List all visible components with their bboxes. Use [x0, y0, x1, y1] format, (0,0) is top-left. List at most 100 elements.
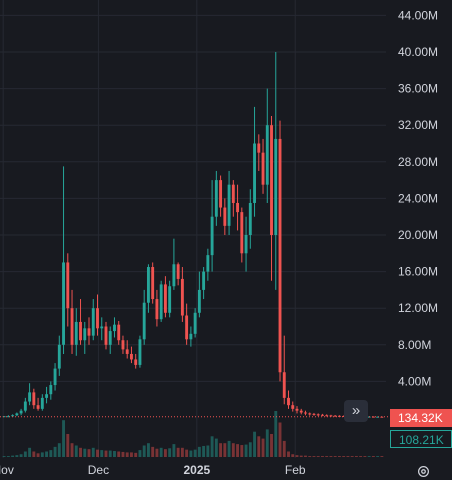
candle-body	[87, 328, 91, 336]
volume-bar	[274, 411, 278, 457]
volume-bar	[287, 451, 290, 457]
candle-body	[125, 349, 129, 354]
volume-bar	[329, 456, 333, 457]
volume-bar	[172, 444, 176, 457]
volume-bar	[240, 445, 244, 457]
candle-body	[2, 416, 6, 418]
y-tick-label: 24.00M	[398, 191, 438, 205]
candle-body	[66, 262, 70, 309]
volume-bar	[104, 450, 108, 457]
y-tick-label: 8.00M	[398, 338, 431, 352]
volume-bar	[32, 451, 36, 457]
candle-body	[295, 408, 299, 411]
volume-bar	[299, 455, 303, 457]
candle-body	[227, 184, 231, 226]
candle-body	[265, 125, 269, 185]
candle-body	[83, 328, 87, 341]
candle-body	[138, 339, 142, 365]
volume-bar	[176, 447, 180, 457]
candle-body	[172, 264, 176, 287]
volume-bar	[261, 438, 265, 457]
volume-bar	[265, 429, 269, 457]
volume-bar	[28, 447, 32, 457]
volume-bar	[342, 456, 346, 457]
gear-icon[interactable]	[417, 465, 430, 478]
candle-body	[287, 397, 290, 406]
price-axis[interactable]: 44.00M 40.00M 36.00M 32.00M 28.00M 24.00M 20.0…	[398, 8, 438, 388]
candle-body	[117, 324, 121, 341]
candle-body	[100, 326, 104, 329]
candle-body	[40, 397, 44, 409]
time-axis[interactable]: Nov Dec 2025 Feb	[0, 463, 306, 477]
volume-bar	[325, 456, 329, 457]
volume-bar	[185, 449, 189, 457]
volume-bar	[23, 451, 27, 457]
volume-badge: 108.21K	[390, 430, 452, 448]
volume-bar	[83, 448, 87, 457]
candle-body	[206, 255, 210, 272]
candle-body	[274, 138, 278, 235]
volume-bar	[202, 445, 206, 457]
candle-body	[231, 184, 235, 203]
candle-body	[193, 312, 197, 334]
y-tick-label: 44.00M	[398, 8, 438, 22]
volume-bar	[121, 451, 125, 457]
candle-body	[32, 392, 36, 406]
volume-bar	[193, 449, 197, 457]
candle-body	[49, 385, 53, 395]
candle-body	[304, 412, 307, 414]
candle-body	[189, 333, 193, 340]
candle-body	[15, 413, 19, 416]
candle-body	[121, 340, 125, 350]
volume-bar	[316, 456, 320, 457]
candle-body	[257, 143, 261, 153]
volume-bar	[11, 455, 15, 457]
volume-bar	[380, 456, 384, 457]
candle-body	[113, 324, 116, 332]
volume-bar	[53, 446, 57, 457]
candle-body	[79, 321, 82, 341]
candle-body	[91, 308, 95, 336]
volume-bar	[134, 452, 138, 457]
candle-body	[223, 207, 227, 226]
candle-body	[96, 308, 99, 329]
volume-bar	[223, 443, 227, 457]
candle-body	[214, 180, 218, 217]
volume-bar	[168, 448, 172, 457]
grid-lines	[0, 0, 386, 458]
volume-bar	[219, 443, 223, 457]
candle-body	[134, 359, 138, 365]
candle-body	[180, 278, 184, 316]
candle-body	[240, 212, 244, 254]
volume-bar	[117, 451, 121, 457]
volume-bar	[62, 420, 65, 457]
volume-bar	[36, 453, 40, 457]
volume-bar	[210, 436, 214, 457]
volume-bar	[278, 422, 282, 457]
price-candles	[2, 52, 384, 418]
y-tick-label: 32.00M	[398, 118, 438, 132]
candle-body	[219, 180, 223, 208]
y-tick-label: 4.00M	[398, 374, 431, 388]
candle-body	[329, 415, 333, 417]
volume-bar	[70, 443, 74, 457]
volume-bar	[100, 450, 104, 457]
volume-bar	[151, 446, 155, 457]
chevrons-right-icon[interactable]: »	[344, 400, 368, 422]
volume-bar	[354, 456, 358, 457]
candle-body	[28, 392, 32, 402]
candle-body	[325, 415, 329, 417]
candle-body	[321, 414, 324, 416]
y-tick-label: 16.00M	[398, 265, 438, 279]
volume-bar	[321, 456, 324, 457]
volume-bar	[206, 445, 210, 457]
volume-bar	[376, 456, 380, 457]
candle-body	[23, 401, 27, 411]
candle-body	[244, 235, 248, 254]
volume-bar	[295, 455, 299, 457]
volume-bar	[146, 443, 150, 457]
candle-body	[299, 410, 303, 413]
volume-bar	[113, 451, 116, 457]
candle-body	[108, 331, 112, 345]
